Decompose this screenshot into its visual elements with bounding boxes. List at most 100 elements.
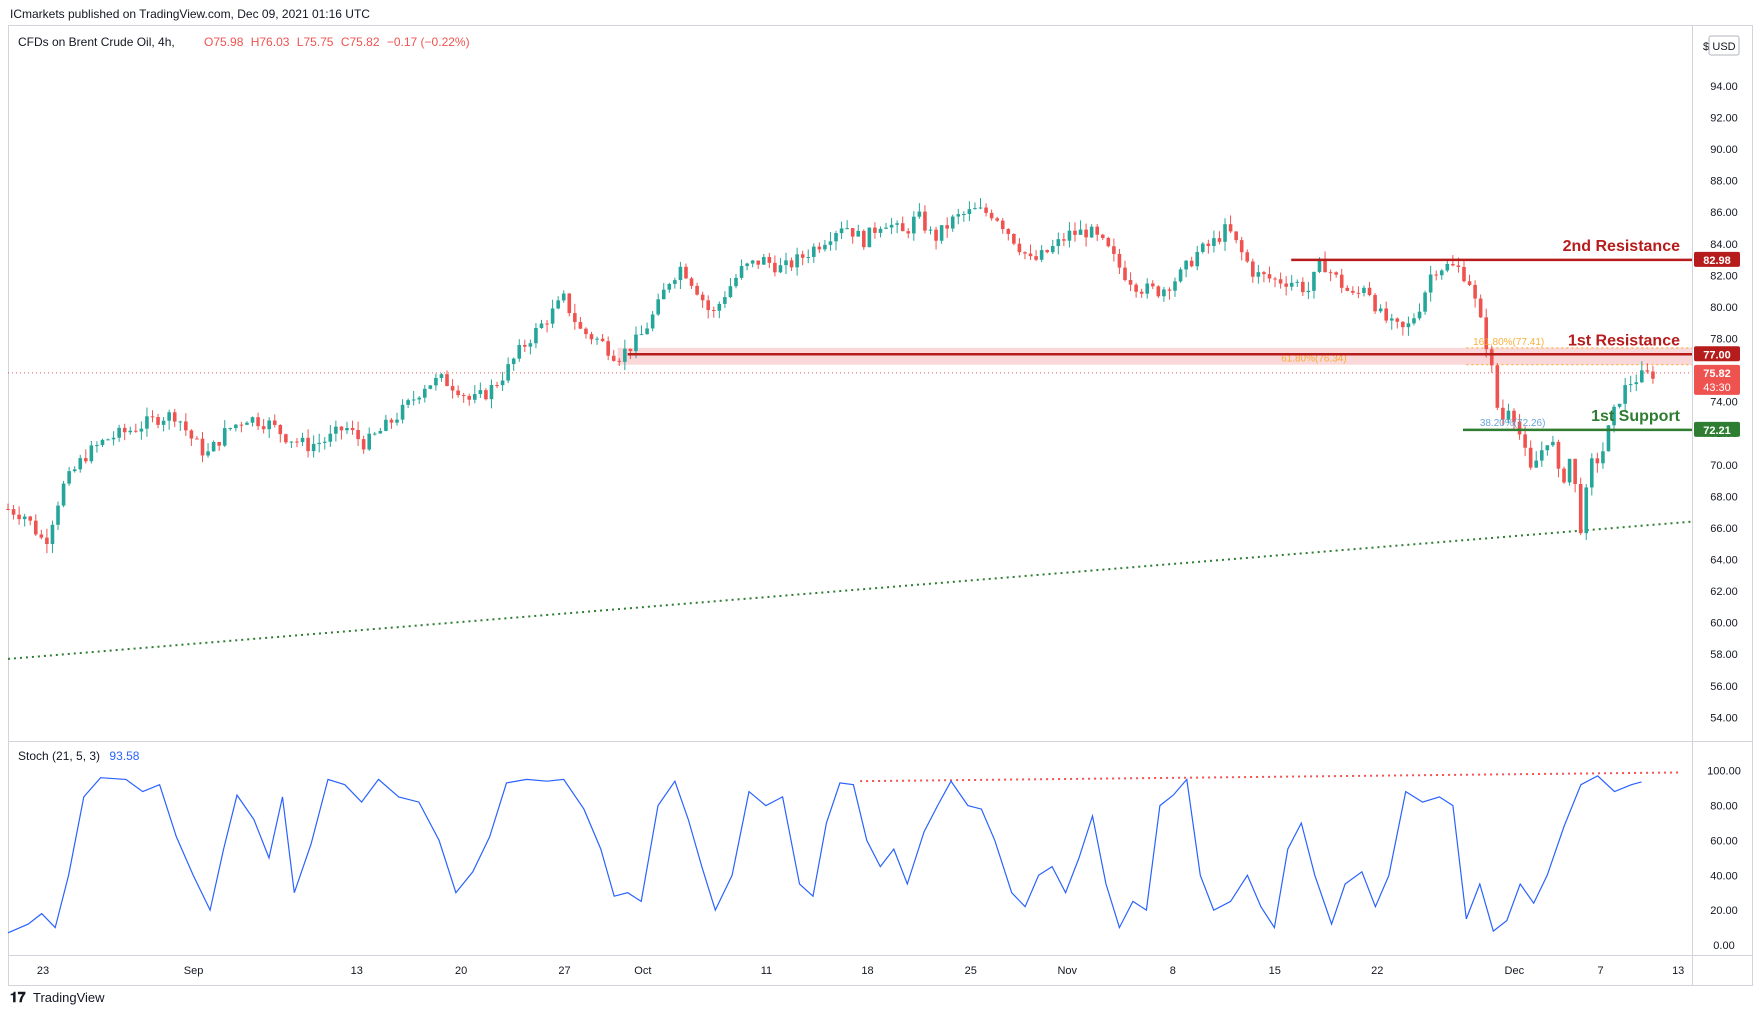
symbol-title[interactable]: CFDs on Brent Crude Oil, 4h, — [18, 35, 175, 49]
candle-body — [1512, 410, 1516, 422]
time-axis-tick: 25 — [965, 965, 977, 977]
candle-body — [750, 260, 755, 264]
candle-body — [967, 209, 972, 215]
candle-body — [33, 520, 38, 535]
level-label: 2nd Resistance — [1563, 238, 1680, 255]
currency-button[interactable]: USD — [1712, 41, 1735, 53]
candle-body — [245, 422, 249, 425]
candle-body — [1089, 226, 1094, 238]
candle-body — [1317, 258, 1322, 272]
candle-body — [1034, 256, 1038, 260]
candle-body — [606, 341, 610, 356]
time-axis-tick: 15 — [1269, 965, 1281, 977]
resistance-zone[interactable] — [617, 347, 1693, 365]
price-axis-label: 77.00 — [1703, 349, 1731, 361]
candle-body — [372, 433, 377, 435]
price-axis-tick: 90.00 — [1710, 144, 1738, 156]
candle-body — [428, 385, 433, 389]
ohlc-close: C75.82 — [341, 35, 380, 49]
candle-body — [845, 228, 849, 230]
candle-body — [195, 438, 199, 440]
price-axis-tick: 66.00 — [1710, 523, 1738, 535]
candle-body — [1451, 263, 1455, 266]
time-axis-tick: 20 — [455, 965, 467, 977]
stoch-overbought-line[interactable] — [860, 771, 1681, 783]
candle-body — [1078, 229, 1083, 235]
candle-body — [1462, 266, 1466, 282]
candle-body — [445, 374, 449, 387]
support-trendline[interactable] — [7, 520, 1693, 660]
level-label: 1st Resistance — [1568, 332, 1680, 349]
candle-body — [261, 426, 266, 430]
candle-body — [311, 444, 316, 452]
price-axis-label: 75.82 — [1703, 368, 1731, 380]
candle-body — [1406, 323, 1411, 328]
candle-body — [1145, 283, 1150, 294]
candle-body — [6, 508, 10, 510]
tradingview-logo[interactable]: 𝟏𝟕 TradingView — [10, 989, 105, 1005]
candle-body — [150, 416, 155, 418]
candle-body — [700, 294, 705, 301]
candle-body — [945, 225, 949, 229]
candle-body — [1112, 246, 1116, 254]
currency-button-box[interactable] — [1708, 35, 1740, 56]
candle-body — [406, 400, 410, 405]
bar-countdown: 43:30 — [1703, 382, 1731, 394]
candle-body — [117, 427, 121, 438]
price-axis-tick: 78.00 — [1710, 334, 1738, 346]
candle-body — [1467, 281, 1472, 285]
candle-body — [384, 419, 388, 431]
candle-body — [1228, 224, 1233, 232]
candle-body — [367, 433, 372, 450]
time-axis-tick: 13 — [351, 965, 363, 977]
candle-body — [1017, 243, 1022, 253]
candle-body — [178, 421, 183, 423]
candle-body — [1545, 445, 1550, 451]
ohlc-readout: O75.98 H76.03 L75.75 C75.82 −0.17 (−0.22… — [204, 35, 470, 49]
candle-body — [1189, 260, 1194, 267]
candle-body — [39, 534, 44, 538]
candle-body — [284, 434, 288, 443]
candle-body — [1556, 441, 1561, 469]
candle-body — [950, 216, 955, 229]
candle-body — [1595, 458, 1600, 464]
candle-body — [122, 427, 127, 433]
candle-body — [1478, 298, 1483, 318]
candle-body — [417, 397, 422, 400]
candle-body — [545, 323, 549, 325]
stochastic-pane: 0.00 20.00 40.00 60.00 80.00 100.00 — [7, 766, 1741, 952]
candle-body — [1106, 238, 1111, 247]
time-axis-tick: 7 — [1597, 965, 1603, 977]
candle-body — [773, 262, 777, 273]
candle-body — [1150, 283, 1155, 287]
candle-body — [228, 428, 233, 430]
price-axis-tick: 74.00 — [1710, 397, 1738, 409]
candle-body — [1123, 267, 1127, 281]
candle-body — [1539, 450, 1544, 461]
candle-body — [1401, 321, 1405, 328]
ohlc-low: L75.75 — [297, 35, 334, 49]
time-axis-tick: 18 — [861, 965, 873, 977]
candle-body — [523, 344, 527, 347]
candle-body — [656, 299, 660, 315]
candle-body — [1095, 226, 1100, 235]
candle-body — [678, 266, 683, 281]
candle-body — [1256, 272, 1261, 277]
candle-body — [895, 223, 899, 225]
candle-body — [1006, 229, 1011, 234]
candle-body — [1617, 403, 1622, 407]
candle-body — [595, 338, 599, 340]
candle-body — [222, 428, 227, 446]
candle-body — [567, 293, 572, 314]
level-label: 1st Support — [1591, 408, 1681, 425]
candle-body — [1312, 271, 1316, 291]
candle-body — [645, 328, 649, 335]
candle-body — [634, 334, 638, 352]
candle-body — [573, 313, 577, 323]
candle-body — [1245, 252, 1250, 262]
candle-body — [11, 509, 16, 515]
candle-body — [1173, 281, 1177, 291]
stoch-line[interactable] — [7, 775, 1642, 934]
fib-label: 61.80%(76.34) — [1281, 354, 1347, 365]
